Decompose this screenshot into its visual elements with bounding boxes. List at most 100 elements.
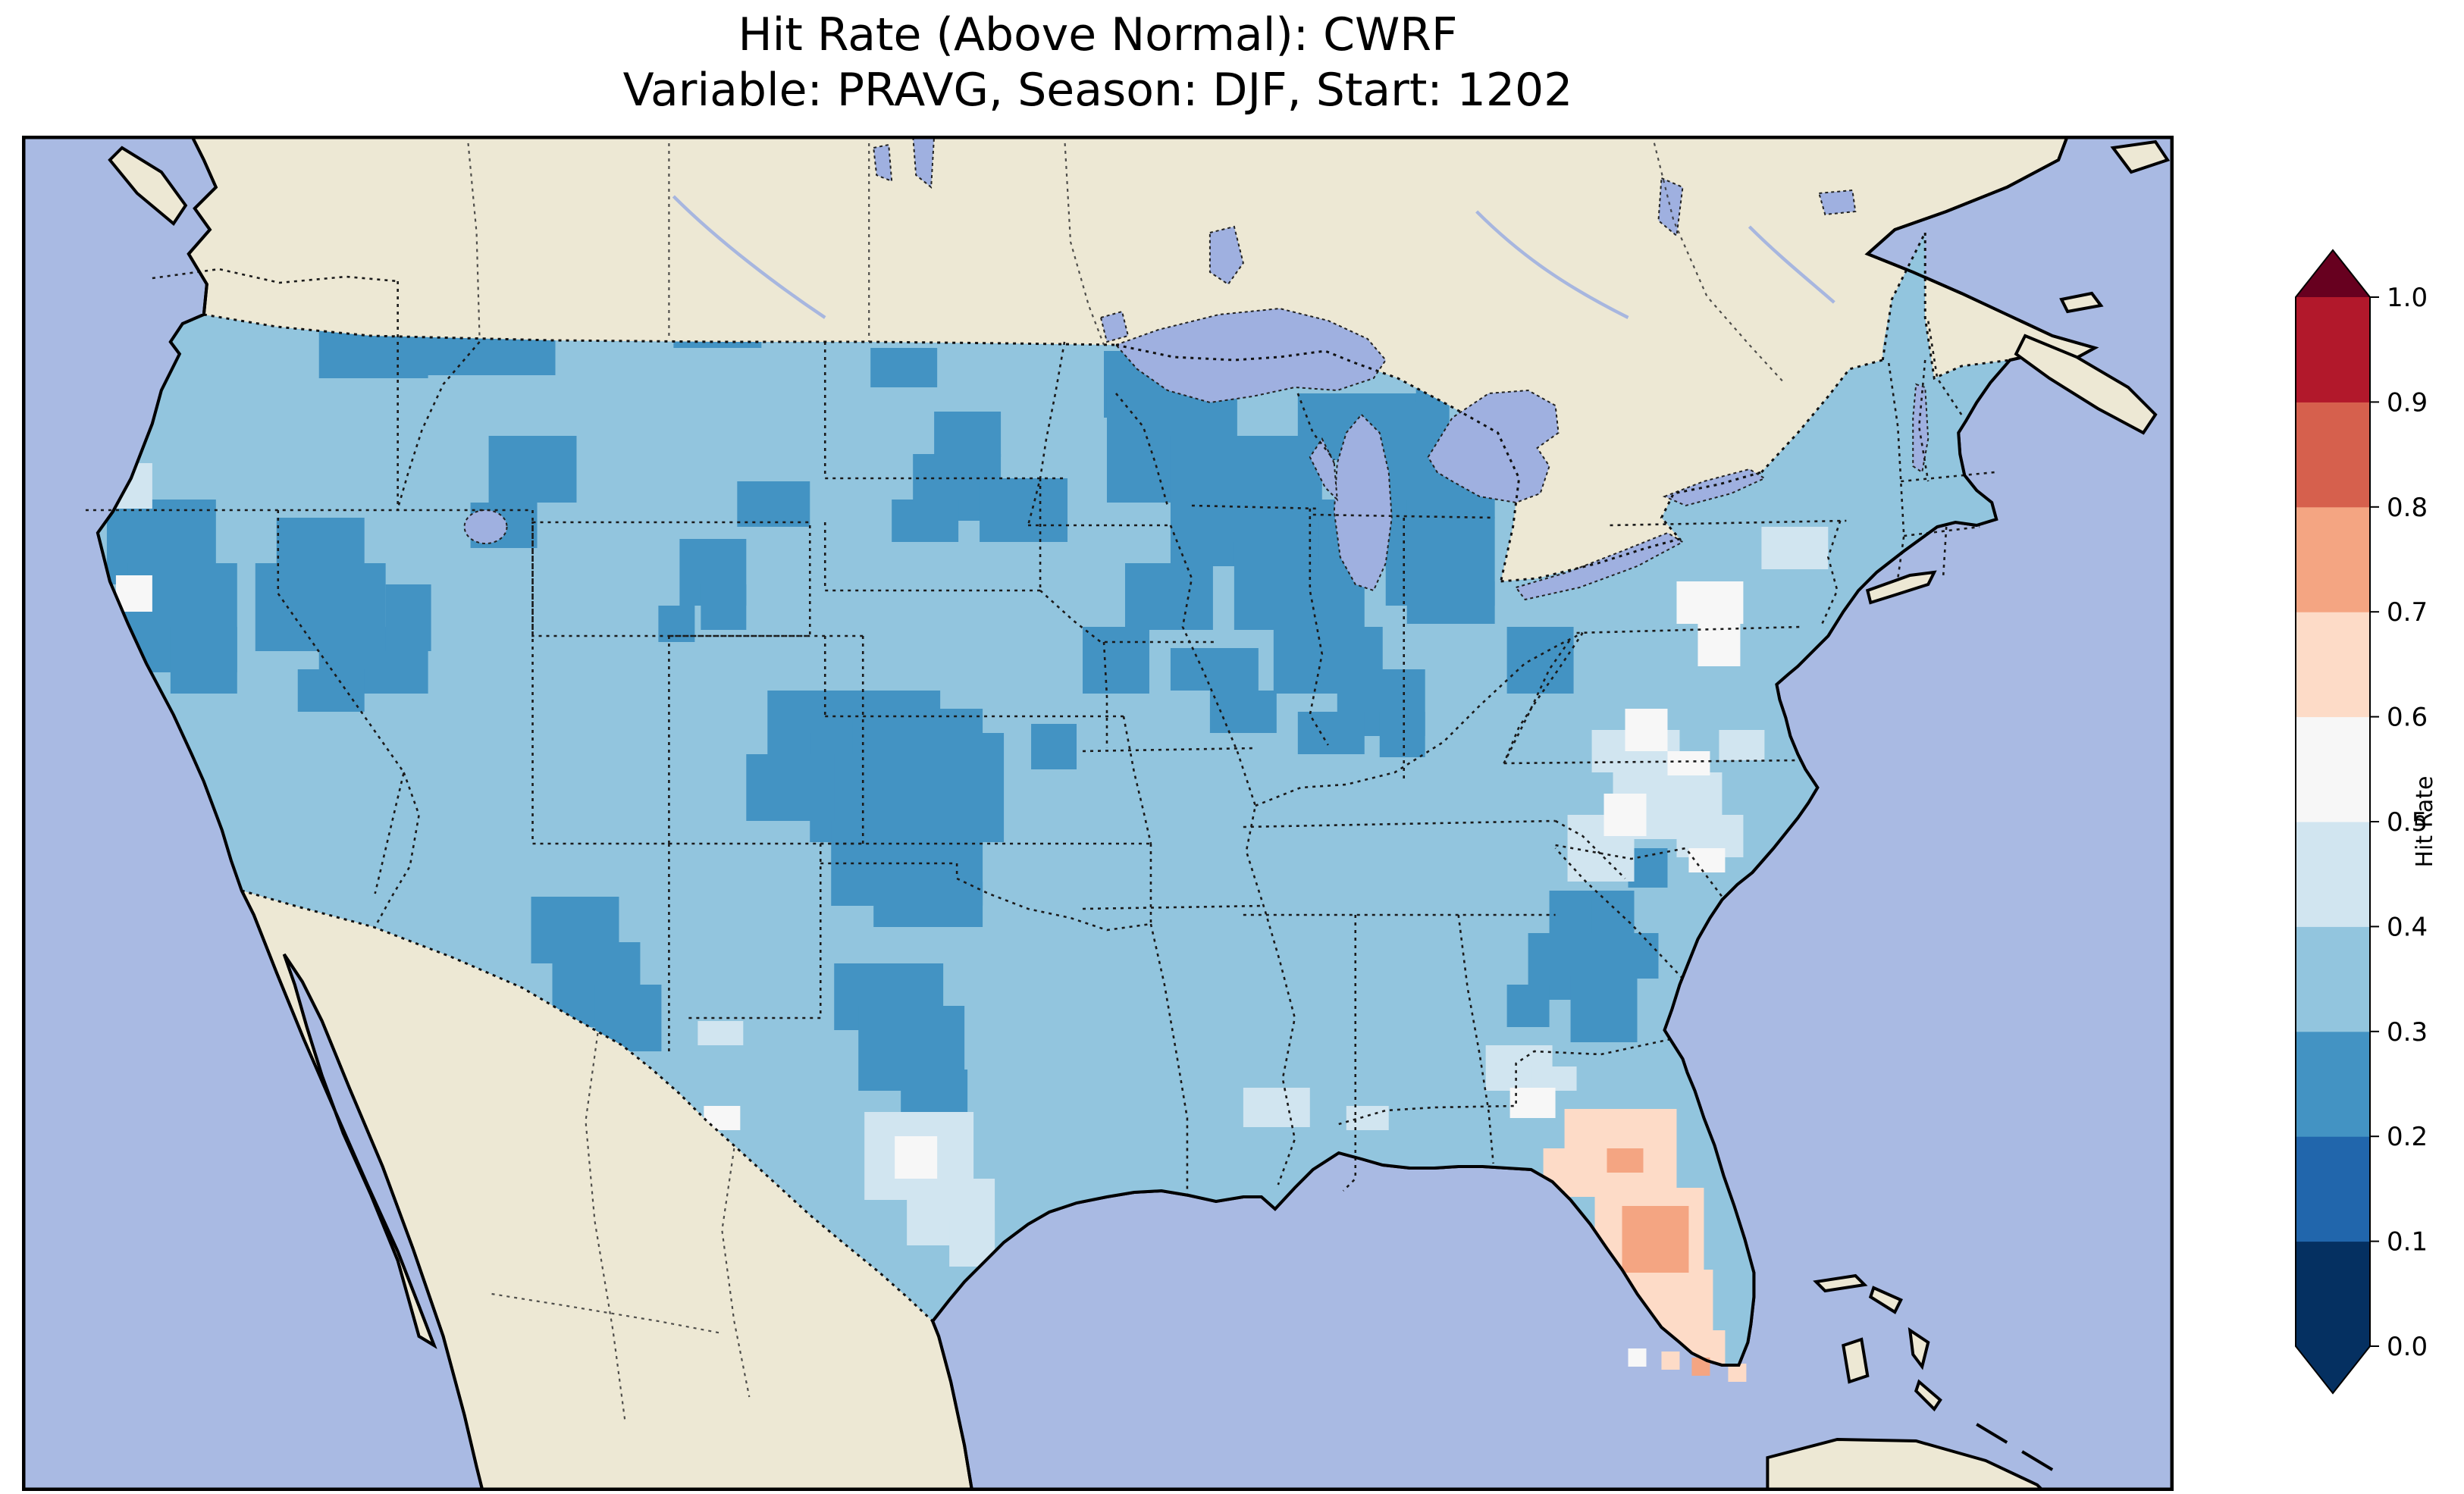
canadian-lake [1657,177,1684,237]
hit-rate-cell [895,1136,938,1179]
colorbar-over-arrow [2296,250,2370,297]
hit-rate-cell [1509,1088,1556,1118]
hit-rate-cell [115,575,152,612]
colorbar-tick-label: 0.6 [2387,703,2428,733]
colorbar-segment [2296,612,2370,718]
canada-us-border [203,232,2011,583]
hit-rate-cell [1728,1364,1747,1382]
colorbar-segment [2296,1136,2370,1242]
lake-winnipeg [912,136,936,189]
colorbar-segment [2296,926,2370,1032]
hit-rate-cell [737,481,810,527]
great-salt-lake [463,509,508,544]
colorbar-tick-label: 0.0 [2387,1332,2428,1362]
hit-rate-cell [1625,709,1668,751]
hit-rate-cell [1570,976,1638,1042]
hit-rate-cell [698,1021,744,1045]
exuma-cays [1914,1379,1942,1412]
eleuthera [1908,1326,1930,1370]
canadian-province-borders [466,136,1784,382]
colorbar-tick-label: 0.5 [2387,807,2428,838]
lake-champlain [1912,383,1930,474]
hit-rate-cell [1531,1066,1577,1091]
hit-rate-cell [1628,1348,1647,1367]
long-island [1865,570,1937,605]
hit-rate-cell [746,754,835,821]
nova-scotia [2014,334,2158,435]
hit-rate-cell [934,412,1002,457]
hit-rate-cell [901,1070,968,1115]
colorbar-segment [2296,1031,2370,1137]
hit-rate-cell [1691,1358,1710,1376]
cay-dash [1976,1423,2054,1471]
hit-rate-cell [701,584,747,630]
lake-st-john [1818,189,1857,216]
river-line [672,195,826,319]
lake-huron [1427,389,1560,504]
hit-rate-cell [1676,581,1744,624]
colorbar-outline [2295,249,2371,1395]
hit-rate-cell [1698,624,1741,666]
hit-rate-cell [385,584,431,651]
hit-rate-cell [297,669,365,712]
hit-rate-cell [1591,891,1635,933]
newfoundland-fragment [2110,139,2171,174]
hit-rate-cell [1083,627,1149,694]
map-frame [22,136,2174,1491]
hit-rate-cell [873,882,983,927]
chart-title-block: Hit Rate (Above Normal): CWRF Variable: … [22,8,2174,118]
coastline-overlay [96,136,2099,1491]
hit-rate-cell [1613,933,1659,979]
colorbar-under-arrow [2296,1346,2370,1393]
river-line [1748,225,1835,304]
colorbar-label: Hit Rate [2412,776,2438,868]
hit-rate-cell [1243,1088,1310,1127]
grand-bahama [1813,1273,1868,1293]
colorbar-segment [2296,1241,2370,1347]
colorbar-segments [2296,250,2370,1393]
lake-of-the-woods [1099,310,1130,343]
hit-rate-cell [1031,724,1077,769]
rivers [672,195,1835,319]
colorbar-ticks: 0.0 0.1 0.2 0.3 0.4 0.5 0.6 0.7 0.8 0.9 1.0 [2370,283,2428,1362]
lake-michigan [1333,413,1393,592]
hit-rate-cell [1379,712,1425,757]
hit-rate-cell [1628,848,1668,888]
prince-edward-island [2059,291,2104,314]
hit-rate-cell [980,478,1068,542]
colorbar-segment [2296,716,2370,822]
hit-rate-cell [1761,527,1829,569]
lake-nipigon [1208,225,1244,286]
lake-ontario [1662,468,1766,507]
mexican-state-borders [491,1032,751,1422]
hit-rate-cell [1506,985,1550,1027]
hit-rate-cell [1124,563,1213,630]
hit-rate-cell [1667,751,1710,775]
vancouver-island [108,146,188,226]
colorbar-tick-label: 1.0 [2387,283,2428,313]
colorbar-tick-label: 0.1 [2387,1227,2428,1258]
hit-rate-cell [1607,1148,1644,1173]
hit-rate-cell [1406,581,1495,624]
hit-rate-cell [1603,794,1647,836]
state-borders [85,268,1995,1200]
hit-rate-cell [1719,730,1765,760]
hit-rate-cell [170,627,237,694]
mexico-us-border [241,889,934,1323]
hit-rate-cell [1661,1351,1680,1370]
river-line [1475,210,1629,319]
hit-rate-cell [1170,648,1259,691]
hit-rate-cell [488,436,577,503]
lake-superior [1114,307,1387,404]
colorbar-segment [2296,506,2370,612]
colorbar: 0.0 0.1 0.2 0.3 0.4 0.5 0.6 0.7 0.8 0.9 1.0 Hit Ra… [2295,249,2438,1395]
colorbar-tick-label: 0.7 [2387,597,2428,628]
cuba [1766,1437,2045,1491]
colorbar-tick-label: 0.2 [2387,1122,2428,1152]
green-bay [1309,437,1338,502]
islands [108,139,2171,1491]
us-hit-rate-map [22,136,2174,1491]
colorbar-tick-label: 0.4 [2387,912,2428,942]
lake-manitoba [873,143,893,183]
